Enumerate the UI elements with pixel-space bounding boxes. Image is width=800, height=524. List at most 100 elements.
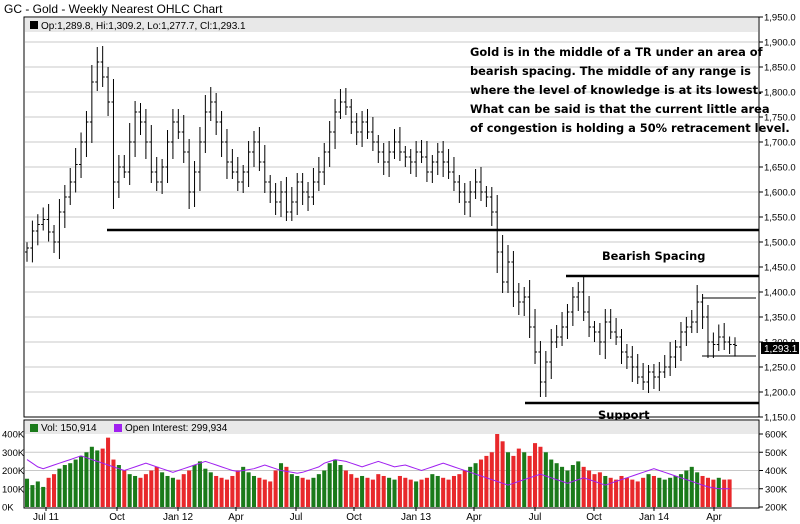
volume-bar	[538, 446, 543, 507]
volume-bar	[338, 465, 343, 507]
oi-tick-label: 300K	[765, 484, 788, 495]
volume-legend-swatch	[30, 424, 38, 432]
ohlc-bar	[214, 93, 219, 135]
ohlc-bar	[478, 167, 483, 201]
ohlc-bar	[516, 283, 521, 315]
volume-bar	[451, 475, 456, 507]
ohlc-bar	[549, 329, 554, 379]
volume-bar	[376, 474, 381, 507]
ohlc-bar	[722, 323, 727, 350]
ohlc-bar	[565, 304, 570, 339]
volume-bar	[257, 477, 262, 507]
last-close-label: 1,293.1	[764, 344, 798, 355]
volume-bar	[711, 479, 716, 507]
volume-bar	[246, 472, 251, 507]
x-tick-label: Oct	[346, 512, 362, 523]
ohlc-bar	[376, 135, 381, 163]
ohlc-bar	[300, 173, 305, 205]
annotation-line-2: bearish spacing. The middle of any range…	[470, 64, 751, 78]
ohlc-bar	[122, 155, 127, 178]
volume-bar	[657, 477, 662, 507]
volume-bar	[354, 477, 359, 507]
volume-bar	[262, 479, 267, 507]
ohlc-bar	[138, 103, 143, 135]
ohlc-bar	[311, 168, 316, 205]
open-interest-line	[26, 455, 730, 490]
x-tick-label: Jul	[290, 512, 303, 523]
x-axis: Jul 11 Oct Jan 12 Apr Jul Oct Jan 13 Apr Jul Oct J…	[33, 507, 722, 523]
x-tick-label: Jul 11	[33, 512, 59, 523]
volume-bar	[641, 477, 646, 507]
ohlc-bar	[511, 251, 516, 307]
volume-bar	[651, 475, 656, 507]
ohlc-bar	[430, 155, 435, 183]
ohlc-bar	[381, 143, 386, 175]
ohlc-bar	[414, 141, 419, 177]
ohlc-bar	[219, 111, 224, 157]
ohlc-bar	[68, 168, 73, 205]
x-tick-label: Oct	[586, 512, 602, 523]
ohlc-bar	[705, 305, 710, 358]
ohlc-bar	[397, 127, 402, 161]
ohlc-bar	[468, 181, 473, 217]
support-label: Support	[598, 408, 650, 422]
volume-bar	[673, 475, 678, 507]
volume-bar	[57, 468, 62, 507]
volume-bar	[597, 472, 602, 507]
volume-bar	[224, 479, 229, 507]
ohlc-bar	[657, 362, 662, 391]
x-tick-label: Jan 14	[639, 512, 669, 523]
ohlc-bar	[262, 145, 267, 193]
ohlc-bar	[230, 149, 235, 179]
price-tick-label: 1,400.0	[764, 288, 796, 299]
ohlc-bar	[338, 89, 343, 119]
ohlc-bar	[354, 113, 359, 145]
volume-bar	[468, 466, 473, 507]
open-interest-legend: Open Interest: 299,934	[125, 423, 228, 434]
ohlc-bar	[673, 340, 678, 368]
ohlc-bar	[581, 277, 586, 321]
price-tick-label: 1,900.0	[764, 38, 796, 49]
price-tick-label: 1,600.0	[764, 188, 796, 199]
ohlc-bar	[370, 117, 375, 151]
ohlc-bar	[570, 287, 575, 326]
volume-tick-label: 100K	[2, 484, 25, 495]
annotation-line-4: What can be said is that the current lit…	[470, 102, 770, 116]
bearish-spacing-label: Bearish Spacing	[602, 249, 705, 263]
ohlc-bar	[457, 175, 462, 203]
ohlc-bar	[716, 324, 721, 351]
ohlc-bar	[506, 245, 511, 293]
volume-bar	[500, 441, 505, 507]
volume-bar	[73, 459, 78, 507]
volume-bar	[435, 475, 440, 507]
volume-bar	[327, 463, 332, 507]
volume-legend: Vol: 150,914	[41, 423, 97, 434]
ohlc-bar	[365, 109, 370, 139]
volume-bar	[208, 472, 213, 507]
volume-tick-label: 0K	[2, 503, 14, 514]
volume-bar	[127, 474, 132, 507]
volume-bar	[106, 437, 111, 507]
oi-tick-label: 200K	[765, 503, 788, 514]
volume-bar	[646, 474, 651, 507]
ohlc-bar	[495, 195, 500, 273]
ohlc-bar	[35, 214, 40, 246]
ohlc-bar	[684, 317, 689, 346]
volume-bar	[214, 475, 219, 507]
ohlc-bar	[343, 88, 348, 115]
x-tick-label: Jan 13	[401, 512, 431, 523]
volume-bar	[343, 470, 348, 507]
volume-bar	[284, 466, 289, 507]
volume-bar	[716, 477, 721, 507]
price-tick-label: 1,350.0	[764, 313, 796, 324]
volume-bar	[495, 434, 500, 507]
volume-bar	[51, 474, 57, 507]
ohlc-bar	[538, 341, 543, 397]
volume-bar	[30, 485, 35, 507]
ohlc-bar	[154, 157, 159, 191]
volume-bar	[241, 466, 246, 507]
volume-bar	[192, 465, 197, 507]
ohlc-bar	[203, 95, 208, 153]
ohlc-bar	[662, 355, 667, 378]
ohlc-bar	[111, 79, 116, 209]
